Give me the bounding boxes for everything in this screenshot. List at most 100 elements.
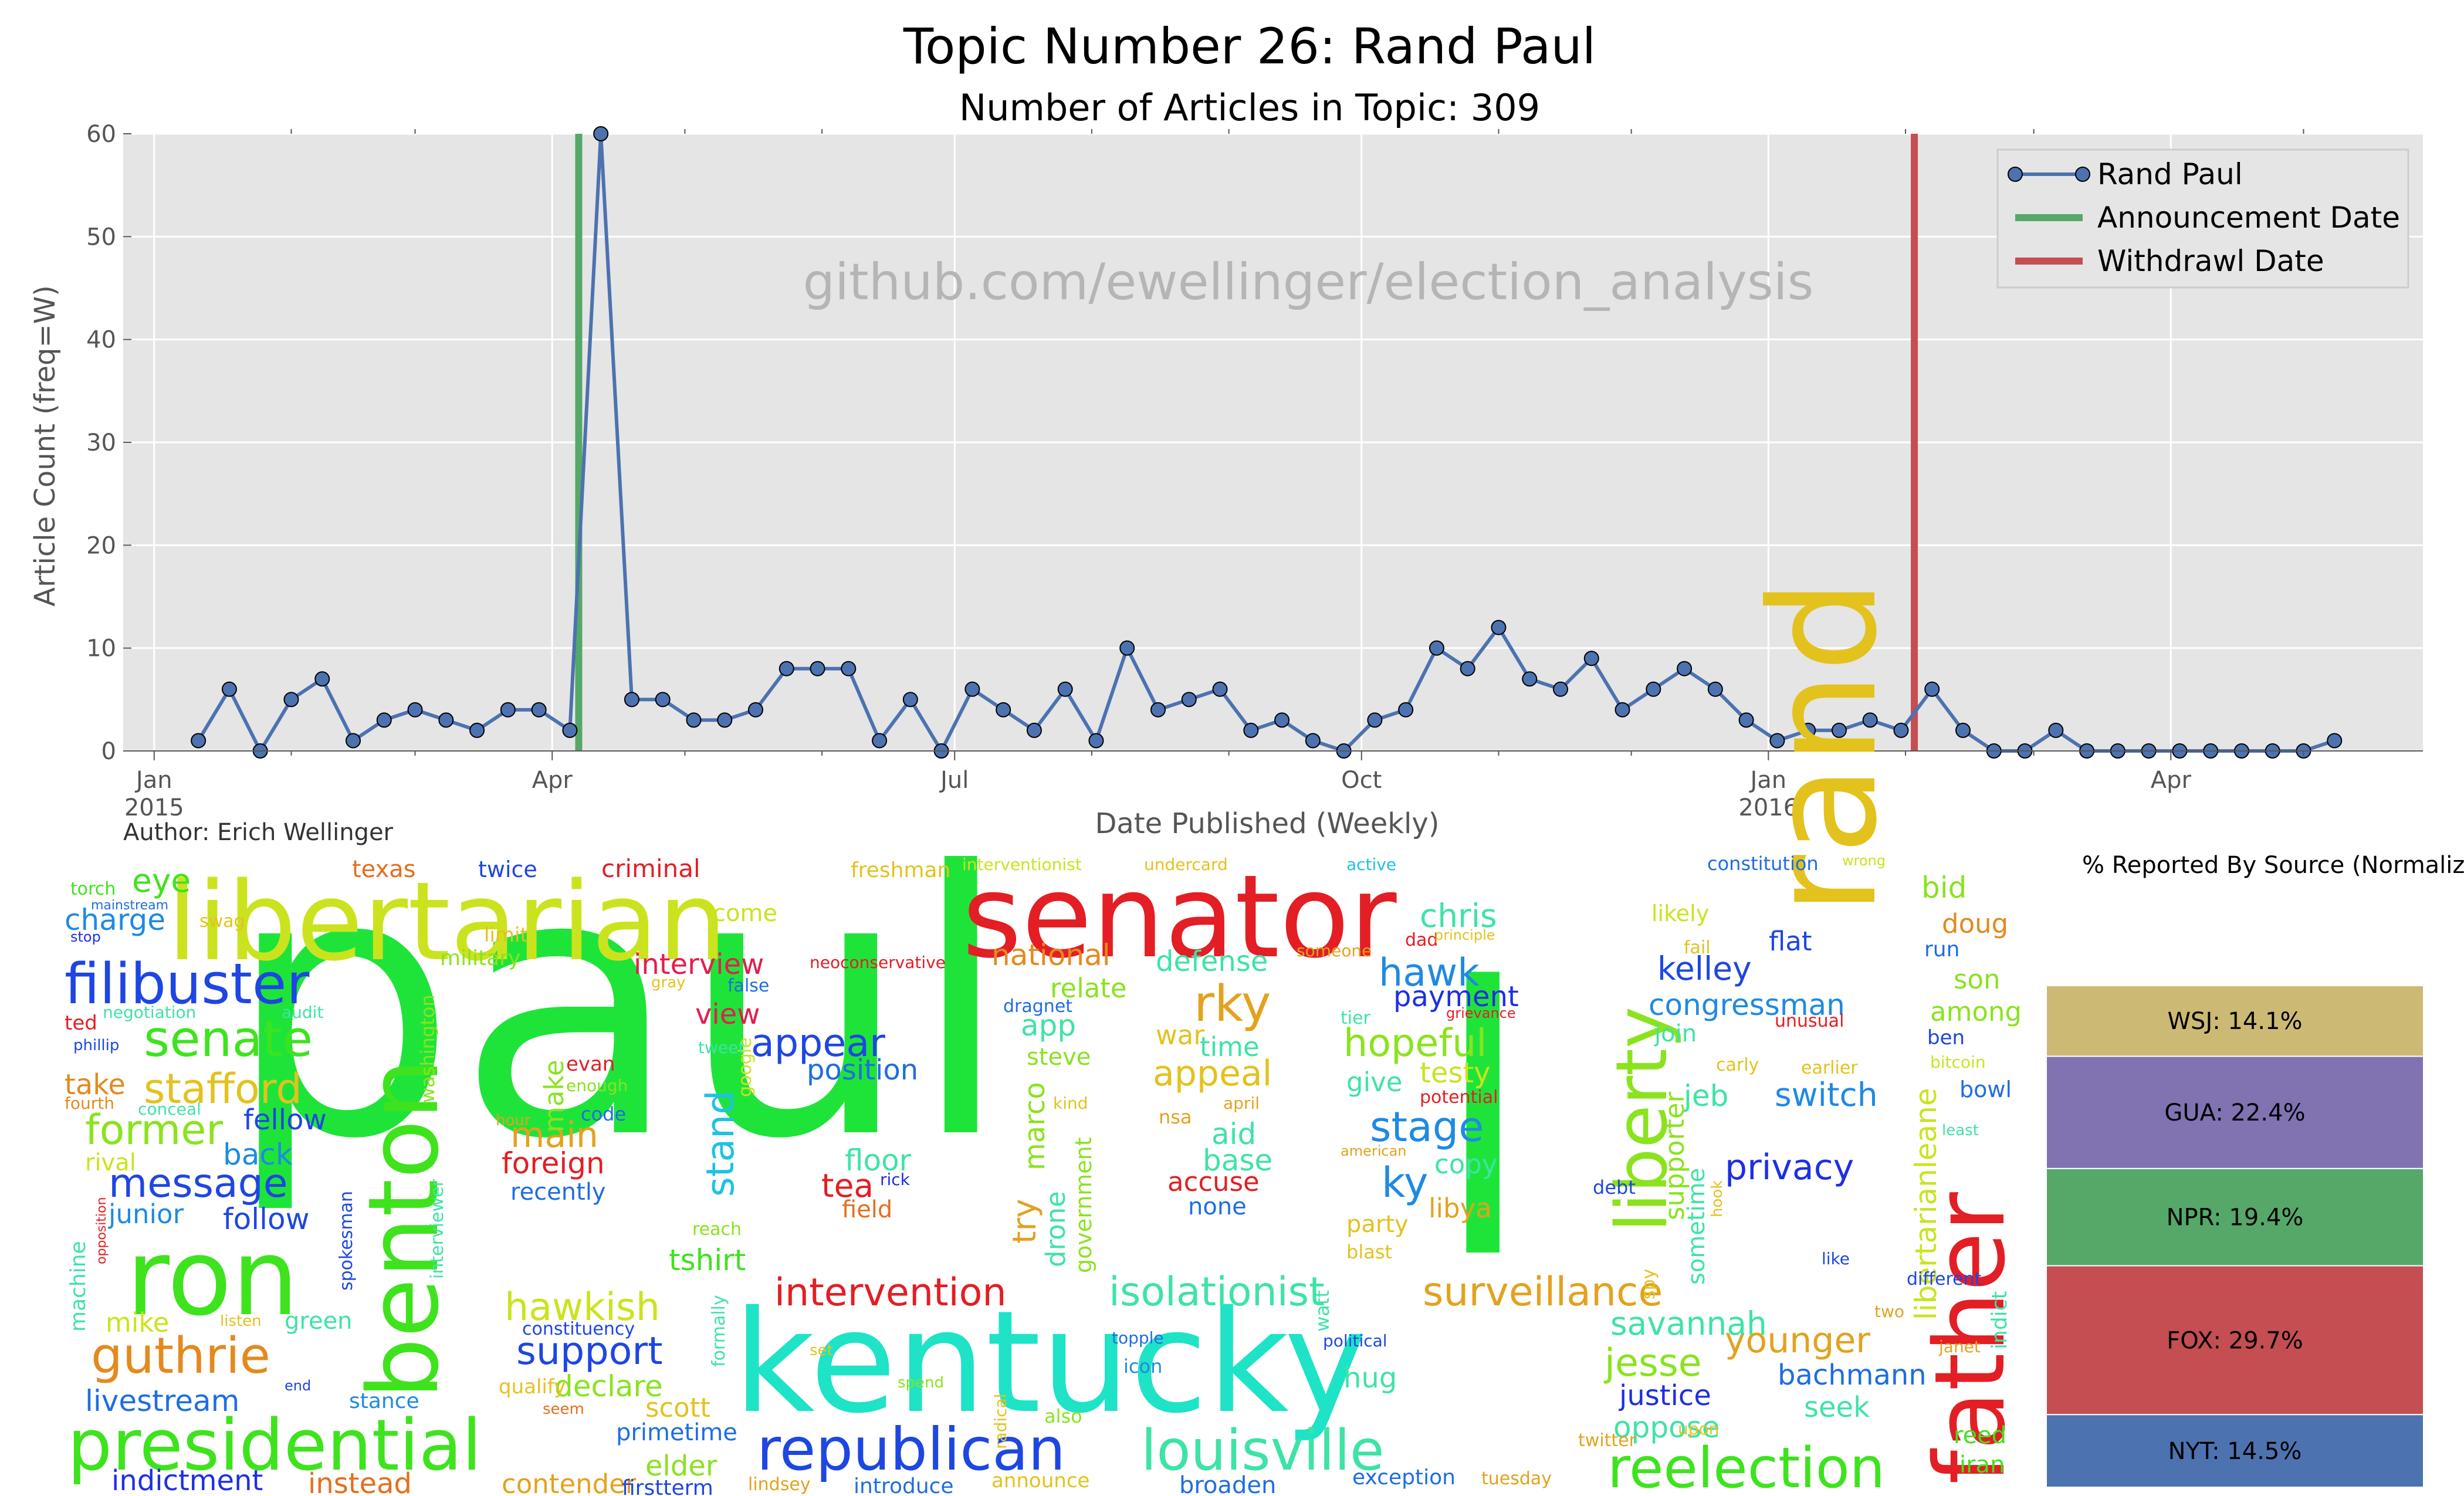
word-likely: likely [1651,901,1709,926]
word-phillip: phillip [73,1037,119,1054]
word-jesse: jesse [1603,1341,1702,1385]
data-point [1677,661,1693,676]
word-tea: tea [821,1167,874,1204]
data-point [872,733,888,749]
data-point [1862,712,1878,728]
word-machine: machine [66,1241,90,1332]
word-eye: eye [132,862,191,899]
word-supporter: supporter [1659,1092,1690,1220]
x-tick-label: Jul [939,767,969,794]
data-point [314,671,330,687]
word-steve: steve [1027,1044,1091,1071]
data-point [1831,722,1847,738]
word-copy: copy [1434,1149,1497,1180]
source-bar [2046,985,2424,1057]
series-line [197,132,2336,753]
word-national: national [991,938,1111,972]
word-least: least [1942,1122,1979,1139]
word-bachmann: bachmann [1778,1359,1927,1392]
word-like: like [1822,1249,1850,1268]
word-spokesman: spokesman [336,1191,357,1291]
word-bitcoin: bitcoin [1930,1052,1986,1072]
word-nsa: nsa [1159,1106,1192,1128]
word-ted: ted [65,1011,97,1035]
word-watt: watt [1311,1290,1333,1332]
word-wrong: wrong [1842,852,1886,869]
source-bar [2046,1265,2424,1416]
grid [123,133,2423,752]
source-bar-label: FOX: 29.7% [2167,1327,2303,1354]
word-mainstream: mainstream [91,898,168,913]
word-son: son [1954,964,2001,995]
word-ben: ben [1927,1026,1965,1050]
word-opposition: opposition [94,1197,109,1264]
word-limit: limit [484,923,528,947]
word-hook: hook [1708,1180,1726,1217]
word-stafford: stafford [144,1065,302,1113]
data-point [1615,702,1630,717]
word-washington: washington [417,994,439,1103]
chart-subtitle: Number of Articles in Topic: 309 [959,86,1540,129]
word-elder: elder [645,1450,717,1483]
word-contender: contender [502,1468,637,1496]
word-grievance: grievance [1446,1005,1516,1021]
data-point [438,712,454,728]
source-bar-chart: % Reported By Source (Normalized) NYT: 1… [2046,852,2464,1488]
data-point [1924,681,1940,697]
word-give: give [1346,1067,1402,1098]
source-bar-label: NPR: 19.4% [2167,1204,2304,1231]
data-point [841,661,857,676]
word-hawkish: hawkish [505,1285,660,1329]
data-point [221,681,237,697]
word-tshirt: tshirt [669,1243,746,1277]
legend-item-announcement: Announcement Date [2015,201,2400,235]
data-point [191,733,207,749]
word-testy: testy [1420,1057,1491,1089]
word-gray: gray [651,974,686,991]
word-neoconservative: neoconservative [810,953,946,972]
word-hawk: hawk [1379,951,1480,995]
word-rky: rky [1194,975,1271,1033]
word-fellow: fellow [243,1104,327,1136]
legend-label: Withdrawl Date [2097,244,2324,278]
data-point [748,702,763,717]
word-back: back [223,1138,293,1172]
word-dad: dad [1405,930,1438,950]
word-earlier: earlier [1801,1058,1858,1078]
word-justice: justice [1619,1379,1711,1412]
word-liberty: liberty [1602,1007,1683,1232]
legend-item-rand-paul: Rand Paul [2008,157,2243,191]
word-swag: swag [199,911,245,932]
word-stand: stand [699,1090,743,1197]
data-point [1707,681,1723,697]
word-foreign: foreign [502,1146,605,1180]
word-hopeful: hopeful [1343,1021,1487,1065]
word-reed: reed [1954,1422,2006,1449]
word-firstterm: firstterm [622,1476,713,1496]
word-blast: blast [1346,1241,1392,1263]
data-point [1553,681,1568,697]
data-point [1274,712,1290,728]
word-instead: instead [308,1467,412,1496]
word-qualify: qualify [499,1375,566,1399]
word-listen: listen [220,1312,262,1330]
data-point [2048,722,2064,738]
word-unusual: unusual [1775,1011,1844,1031]
word-position: position [807,1054,918,1087]
word-make: make [539,1060,570,1132]
source-bar [2046,1414,2424,1488]
word-chris: chris [1420,897,1497,935]
word-congressman: congressman [1649,988,1845,1022]
word-exception: exception [1352,1465,1456,1490]
word-google: google [735,1037,756,1097]
word-bid: bid [1921,871,1967,905]
word-principle: principle [1434,927,1495,943]
word-accuse: accuse [1167,1166,1260,1197]
data-point [346,733,361,749]
word-tuesday: tuesday [1481,1468,1552,1489]
word-carly: carly [1716,1055,1759,1075]
word-conceal: conceal [138,1099,201,1119]
